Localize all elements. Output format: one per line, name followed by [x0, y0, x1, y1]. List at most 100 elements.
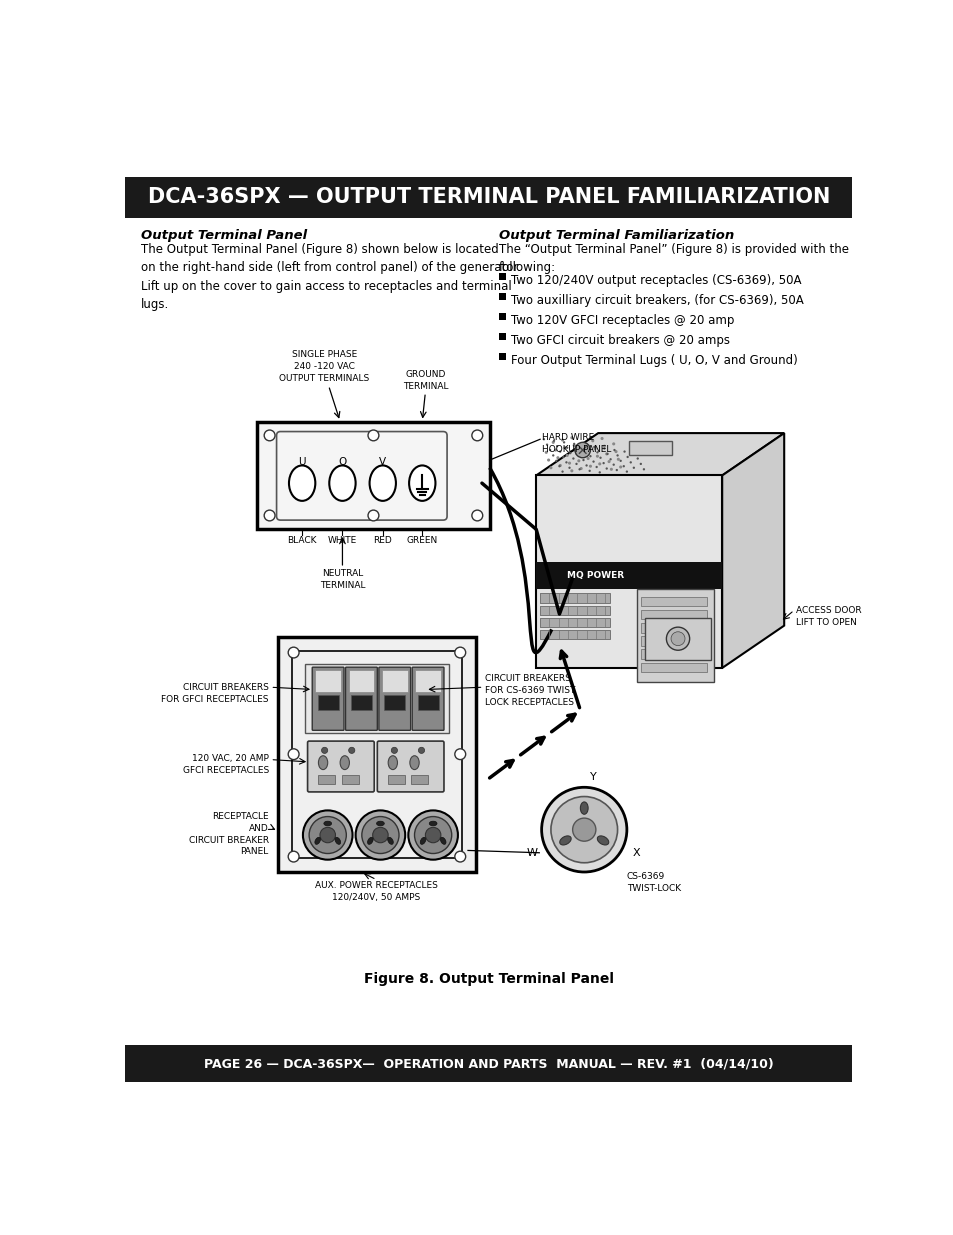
Text: RECEPTACLE
AND
CIRCUIT BREAKER
PANEL: RECEPTACLE AND CIRCUIT BREAKER PANEL [189, 811, 269, 856]
Circle shape [642, 468, 644, 471]
Circle shape [639, 463, 641, 466]
Circle shape [373, 827, 388, 842]
Ellipse shape [323, 821, 332, 826]
Bar [536, 562, 721, 589]
Circle shape [609, 468, 612, 471]
Bar [539, 618, 609, 627]
Circle shape [556, 445, 558, 447]
Circle shape [565, 454, 568, 457]
Circle shape [288, 647, 298, 658]
Circle shape [361, 816, 398, 853]
Bar [257, 421, 489, 530]
Circle shape [565, 461, 567, 463]
Bar [384, 695, 405, 710]
Text: GROUND
TERMINAL: GROUND TERMINAL [402, 370, 448, 390]
Bar [498, 293, 505, 300]
Circle shape [570, 469, 573, 472]
Circle shape [554, 448, 557, 452]
Circle shape [549, 466, 552, 469]
Text: CS-6369
TWIST-LOCK: CS-6369 TWIST-LOCK [626, 872, 680, 893]
Circle shape [596, 451, 598, 453]
Circle shape [589, 454, 591, 457]
Text: MQ POWER: MQ POWER [567, 571, 623, 580]
Ellipse shape [376, 821, 384, 826]
Ellipse shape [314, 837, 320, 845]
Circle shape [548, 448, 551, 451]
Text: Two GFCI circuit breakers @ 20 amps: Two GFCI circuit breakers @ 20 amps [511, 333, 730, 347]
Text: 120 VAC, 20 AMP
GFCI RECEPTACLES: 120 VAC, 20 AMP GFCI RECEPTACLES [182, 755, 269, 776]
Circle shape [585, 450, 588, 452]
Bar [637, 589, 714, 682]
Circle shape [573, 442, 575, 445]
Circle shape [636, 457, 639, 459]
Text: The “Output Terminal Panel” (Figure 8) is provided with the
following:: The “Output Terminal Panel” (Figure 8) i… [498, 243, 848, 274]
Polygon shape [536, 433, 783, 475]
Text: Output Terminal Familiarization: Output Terminal Familiarization [498, 228, 734, 242]
Bar [351, 695, 372, 710]
Bar [539, 630, 609, 640]
Ellipse shape [369, 466, 395, 501]
Circle shape [625, 471, 627, 473]
Circle shape [455, 647, 465, 658]
Bar [415, 671, 440, 692]
Circle shape [632, 467, 635, 469]
Circle shape [578, 468, 580, 471]
Circle shape [615, 469, 618, 472]
Ellipse shape [388, 756, 397, 769]
Circle shape [562, 446, 566, 450]
Circle shape [541, 787, 626, 872]
Circle shape [598, 472, 600, 473]
Circle shape [591, 440, 594, 442]
Circle shape [670, 632, 684, 646]
Bar [640, 610, 706, 620]
Circle shape [568, 467, 570, 469]
Circle shape [472, 430, 482, 441]
Text: HARD WIRE
HOOKUP PANEL: HARD WIRE HOOKUP PANEL [541, 433, 610, 454]
Circle shape [558, 451, 560, 453]
Ellipse shape [367, 837, 373, 845]
Circle shape [348, 747, 355, 753]
Circle shape [355, 810, 405, 860]
Polygon shape [536, 475, 721, 668]
FancyBboxPatch shape [345, 667, 377, 730]
Bar [305, 664, 448, 734]
Text: Y: Y [590, 772, 597, 782]
Text: X: X [632, 847, 639, 858]
Circle shape [321, 747, 328, 753]
Bar [417, 695, 438, 710]
Text: Figure 8. Output Terminal Panel: Figure 8. Output Terminal Panel [363, 972, 614, 986]
Bar [539, 593, 609, 603]
Circle shape [542, 438, 544, 441]
Bar [640, 624, 706, 632]
Circle shape [613, 448, 615, 451]
Circle shape [558, 464, 561, 467]
Circle shape [544, 451, 547, 454]
Text: WHITE: WHITE [328, 536, 356, 545]
Ellipse shape [387, 837, 393, 845]
Circle shape [617, 458, 619, 461]
Circle shape [616, 454, 618, 457]
Circle shape [575, 452, 578, 454]
Circle shape [264, 430, 274, 441]
Bar [318, 776, 335, 784]
Ellipse shape [340, 756, 349, 769]
Circle shape [391, 747, 397, 753]
Circle shape [593, 446, 595, 448]
Text: RED: RED [373, 536, 392, 545]
Circle shape [567, 462, 571, 464]
Circle shape [576, 448, 578, 451]
Circle shape [552, 454, 554, 457]
Circle shape [472, 510, 482, 521]
Bar [278, 637, 476, 872]
Bar [539, 605, 609, 615]
Circle shape [588, 469, 590, 472]
Ellipse shape [335, 837, 340, 845]
Circle shape [555, 459, 557, 462]
Bar [411, 776, 428, 784]
Circle shape [596, 454, 598, 458]
Text: W: W [526, 847, 537, 858]
Circle shape [614, 450, 617, 453]
Circle shape [570, 436, 573, 440]
Circle shape [565, 447, 568, 448]
Circle shape [319, 827, 335, 842]
